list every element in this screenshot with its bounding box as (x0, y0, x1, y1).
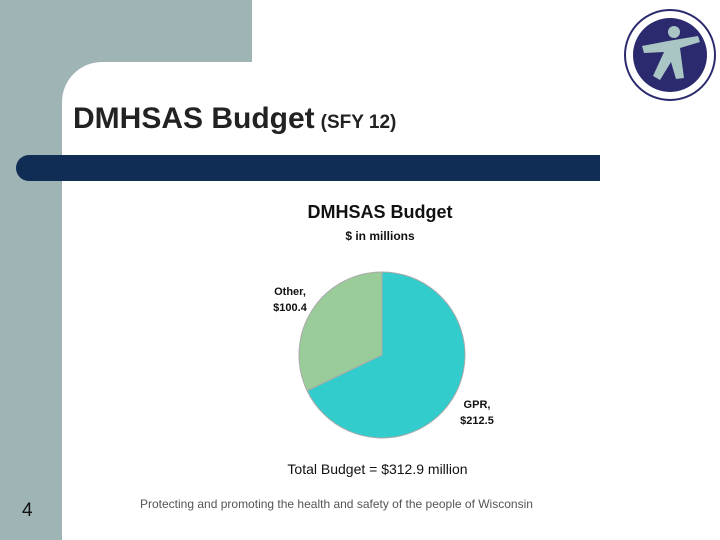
top-decor-block (0, 0, 252, 62)
corner-decor-round (62, 62, 142, 142)
slice-label-gpr-value: $212.5 (460, 415, 494, 427)
footer-text: Protecting and promoting the health and … (140, 497, 533, 511)
chart-subtitle: $ in millions (345, 229, 415, 243)
slide-title: DMHSAS Budget (SFY 12) (73, 102, 396, 136)
slice-label-other-value: $100.4 (273, 302, 307, 314)
chart-title: DMHSAS Budget (307, 202, 453, 222)
pie-chart (298, 271, 466, 439)
page-number: 4 (22, 500, 33, 521)
slice-label-other-name: Other, (274, 286, 306, 298)
total-budget-annotation: Total Budget = $312.9 million (287, 461, 468, 477)
seal-figure (642, 26, 700, 80)
slide-title-main: DMHSAS Budget (73, 102, 315, 135)
slice-label-gpr: GPR, $212.5 (452, 397, 502, 429)
wisconsin-dhs-seal-icon (624, 9, 716, 101)
pie-slice-1 (298, 271, 383, 392)
slide-title-suffix: (SFY 12) (320, 112, 397, 133)
side-decor-strip (0, 62, 62, 540)
slice-label-other: Other, $100.4 (262, 284, 318, 316)
slice-label-gpr-name: GPR, (463, 399, 491, 411)
title-accent-bar (16, 155, 600, 181)
pie-slice-0 (306, 271, 466, 439)
